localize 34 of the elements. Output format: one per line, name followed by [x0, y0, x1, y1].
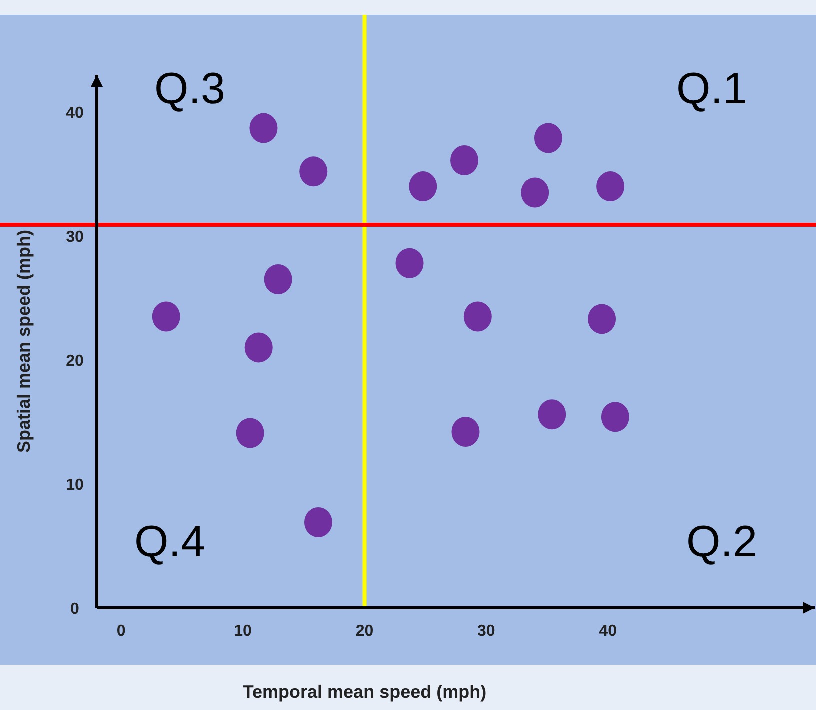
- y-tick-label: 30: [66, 229, 84, 246]
- point: [450, 146, 479, 176]
- point: [452, 416, 480, 447]
- point: [300, 156, 328, 187]
- point: [409, 172, 438, 202]
- point: [152, 302, 180, 332]
- point: [250, 113, 278, 144]
- x-axis-title: Temporal mean speed (mph): [242, 682, 487, 702]
- x-tick-label: 40: [599, 623, 618, 640]
- annotation: Q.4: [134, 518, 206, 567]
- point: [538, 400, 566, 430]
- point: [534, 123, 562, 154]
- y-axis-title: Spatial mean speed (mph): [14, 230, 34, 454]
- x-tick-label: 20: [356, 623, 374, 640]
- y-tick-label: 0: [70, 601, 80, 618]
- y-tick-label: 40: [66, 105, 84, 122]
- point: [601, 402, 630, 432]
- y-tick-label: 20: [66, 353, 84, 370]
- point: [396, 248, 424, 278]
- point: [304, 507, 332, 538]
- annotation: Q.1: [676, 64, 748, 114]
- annotation: Q.2: [686, 518, 758, 567]
- x-tick-label: 10: [234, 623, 252, 640]
- x-tick-label: 0: [116, 623, 126, 640]
- point: [264, 264, 292, 295]
- y-tick-label: 10: [66, 477, 84, 494]
- point: [464, 302, 492, 332]
- annotation: Q.3: [154, 64, 226, 114]
- point: [596, 172, 625, 202]
- x-tick-label: 30: [478, 623, 496, 640]
- point: [521, 178, 550, 208]
- point: [588, 304, 616, 334]
- point: [244, 332, 273, 363]
- point: [236, 418, 264, 448]
